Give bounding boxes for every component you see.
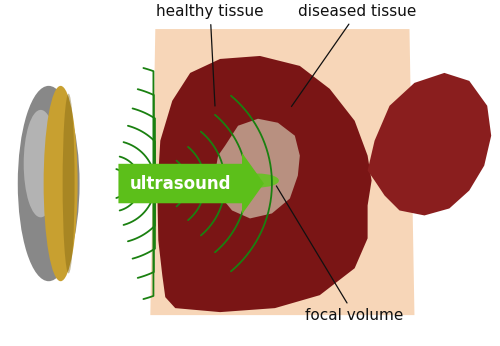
- Ellipse shape: [44, 86, 78, 281]
- Ellipse shape: [18, 86, 80, 281]
- Text: diseased tissue: diseased tissue: [292, 4, 417, 107]
- Polygon shape: [150, 29, 414, 315]
- Text: healthy tissue: healthy tissue: [156, 4, 264, 106]
- Polygon shape: [215, 119, 300, 218]
- Text: ultrasound: ultrasound: [130, 174, 231, 192]
- Ellipse shape: [24, 110, 58, 217]
- FancyArrow shape: [118, 153, 264, 214]
- Polygon shape: [368, 73, 491, 216]
- Text: focal volume: focal volume: [276, 186, 404, 323]
- Ellipse shape: [237, 174, 279, 188]
- Ellipse shape: [62, 94, 74, 273]
- Polygon shape: [158, 56, 372, 312]
